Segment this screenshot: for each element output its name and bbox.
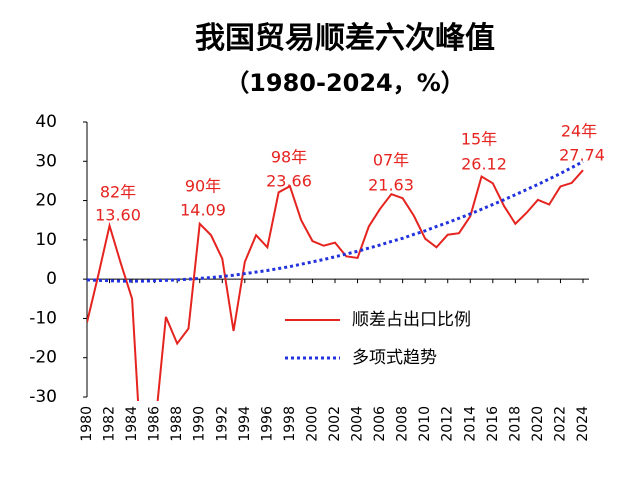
x-tick-label: 1992 — [214, 406, 230, 442]
x-tick-label: 2008 — [395, 406, 411, 442]
legend-label: 多项式趋势 — [352, 348, 437, 368]
x-tick-label: 1980 — [79, 406, 95, 442]
annotation-year: 90年 — [185, 177, 221, 196]
x-tick-label: 1994 — [237, 406, 253, 442]
annotation-year: 07年 — [373, 151, 409, 170]
y-tick-label: -20 — [29, 348, 57, 368]
x-tick-label: 2002 — [327, 406, 343, 442]
annotation-value: 27.74 — [559, 146, 605, 165]
x-tick-label: 2012 — [440, 406, 456, 442]
annotation-value: 21.63 — [368, 176, 414, 195]
x-tick-label: 1996 — [259, 406, 275, 442]
x-tick-label: 1988 — [169, 406, 185, 442]
plot-area — [87, 160, 584, 401]
y-tick-label: 20 — [35, 191, 57, 211]
x-tick-label: 2004 — [350, 406, 366, 442]
x-tick-label: 2022 — [552, 406, 568, 442]
x-tick-label: 2000 — [304, 406, 320, 442]
series-line — [87, 160, 584, 283]
annotation-year: 98年 — [271, 148, 307, 167]
x-tick-label: 1998 — [282, 406, 298, 442]
x-tick-label: 2014 — [462, 406, 478, 442]
annotation-year: 82年 — [100, 183, 136, 202]
y-tick-label: 30 — [35, 151, 57, 171]
x-tick-label: 1984 — [124, 406, 140, 442]
x-tick-label: 1990 — [192, 406, 208, 442]
y-tick-label: -10 — [29, 308, 57, 328]
annotation-value: 26.12 — [461, 155, 507, 174]
x-tick-label: 2006 — [372, 406, 388, 442]
y-tick-label: 0 — [46, 269, 57, 289]
annotation-year: 24年 — [561, 122, 597, 141]
annotation-value: 14.09 — [180, 201, 226, 220]
annotation-value: 13.60 — [95, 206, 141, 225]
x-tick-label: 1986 — [147, 406, 163, 442]
y-tick-label: -30 — [29, 387, 57, 407]
x-tick-label: 2018 — [507, 406, 523, 442]
x-tick-label: 2020 — [530, 406, 546, 442]
chart-title: 我国贸易顺差六次峰值 — [195, 21, 495, 56]
x-tick-label: 2024 — [575, 406, 591, 442]
chart-subtitle: （1980-2024，%） — [225, 69, 465, 97]
x-tick-label: 2016 — [485, 406, 501, 442]
y-tick-label: 40 — [35, 112, 57, 132]
legend-label: 顺差占出口比例 — [352, 310, 471, 330]
x-tick-label: 1982 — [102, 406, 118, 442]
series-line — [87, 169, 584, 401]
y-tick-label: 10 — [35, 230, 57, 250]
annotation-year: 15年 — [461, 130, 497, 149]
annotation-value: 23.66 — [266, 172, 312, 191]
x-tick-label: 2010 — [417, 406, 433, 442]
